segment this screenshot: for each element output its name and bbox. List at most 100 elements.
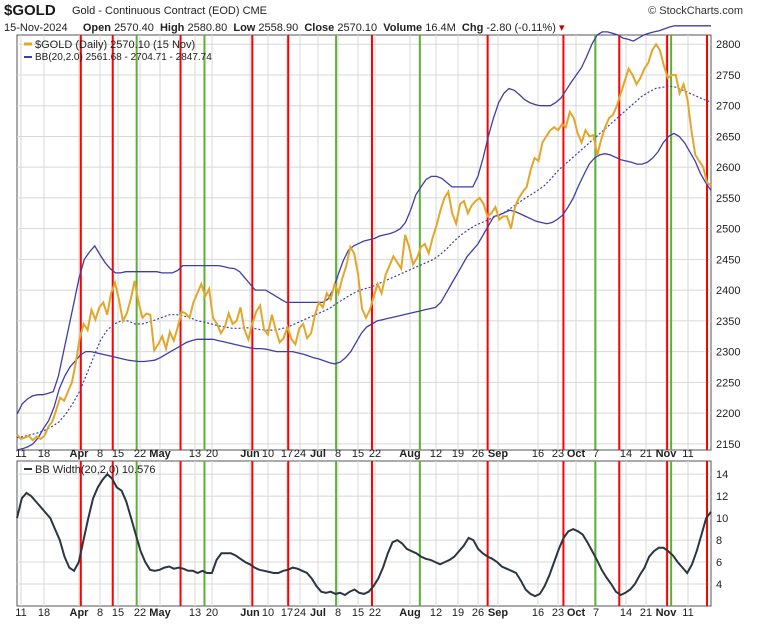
x-axis-tick-label-lower: 14 (620, 607, 632, 619)
x-axis-tick-label: 14 (620, 448, 632, 460)
bb-legend-text: BB(20,2.0) 2561.68 - 2704.71 - 2847.74 (35, 52, 212, 63)
width-axis-tick-label: 10 (716, 513, 728, 525)
high-label: High (159, 22, 185, 34)
chart-header: $GOLD Gold - Continuous Contract (EOD) C… (0, 0, 765, 42)
x-axis-tick-label-lower: 21 (640, 607, 652, 619)
close-value: 2570.10 (337, 22, 378, 34)
x-axis-tick-label-lower: Aug (399, 607, 420, 619)
low-label: Low (233, 22, 256, 34)
x-axis-tick-label: 22 (369, 448, 381, 460)
x-axis-tick-label: 26 (472, 448, 484, 460)
x-axis-tick-label-lower: Nov (656, 607, 678, 619)
price-axis-tick-label: 2350 (716, 316, 740, 328)
bb-upper-line (16, 25, 711, 415)
x-axis-tick-label: 18 (38, 448, 50, 460)
x-axis-tick-label-lower: Sep (488, 607, 508, 619)
high-value: 2580.80 (187, 22, 228, 34)
company-text: Gold - Continuous Contract (EOD) (72, 5, 240, 17)
width-axis-tick-label: 12 (716, 491, 728, 503)
price-axis-tick-label: 2550 (716, 193, 740, 205)
gold-price-line (16, 42, 712, 442)
x-axis-tick-label-lower: 17 (281, 607, 293, 619)
x-axis-tick-label-lower: 8 (97, 607, 103, 619)
width-legend-text: BB Width(20,2.0) 10.576 (35, 464, 155, 476)
price-axis-tick-label: 2750 (716, 70, 740, 82)
x-axis-tick-label-lower: Apr (70, 607, 90, 619)
width-legend: BB Width(20,2.0) 10.576 (24, 464, 155, 476)
price-axis-tick-label: 2800 (716, 39, 740, 51)
width-axis-tick-label: 6 (716, 557, 722, 569)
x-axis-tick-label: 15 (112, 448, 124, 460)
x-axis-tick-label: Apr (70, 448, 90, 460)
width-axis-tick-label: 8 (716, 535, 722, 547)
width-axis-tick-label: 4 (716, 579, 722, 591)
x-axis-tick-label-lower: 26 (472, 607, 484, 619)
x-axis-tick-label: Oct (567, 448, 586, 460)
chg-label: Chg (461, 22, 484, 34)
width-axis-tick-label: 14 (716, 469, 728, 481)
x-axis-tick-label: Nov (656, 448, 678, 460)
x-axis-tick-label-lower: May (149, 607, 171, 619)
x-axis-tick-label-lower: 7 (593, 607, 599, 619)
volume-value: 16.4M (425, 22, 456, 34)
bb-lower-line (16, 132, 712, 451)
symbol-title: $GOLD (4, 2, 56, 19)
chg-value: -2.80 (-0.11%) (486, 22, 556, 34)
price-axis-tick-label: 2450 (716, 254, 740, 266)
price-axis-tick-label: 2200 (716, 408, 740, 420)
x-axis-tick-label: Jun (240, 448, 260, 460)
price-panel-background (16, 34, 712, 451)
exchange-text: CME (242, 5, 268, 17)
x-axis-tick-label: 7 (593, 448, 599, 460)
x-axis-tick-label: Sep (488, 448, 508, 460)
x-axis-tick-label: Aug (399, 448, 420, 460)
date-text: 15-Nov-2024 (4, 22, 68, 34)
x-axis-tick-label-lower: 11 (15, 607, 26, 619)
x-axis-tick-label-lower: 22 (369, 607, 381, 619)
x-axis-tick-label: 13 (189, 448, 201, 460)
x-axis-tick-label: 15 (352, 448, 364, 460)
x-axis-tick-label-lower: 18 (38, 607, 50, 619)
price-legend: $GOLD (Daily) 2570.10 (15 Nov)BB(20,2.0)… (24, 39, 212, 63)
x-axis-tick-label: 8 (335, 448, 341, 460)
x-axis-tick-label-lower: 8 (335, 607, 341, 619)
x-axis-tick-label: 12 (430, 448, 442, 460)
price-axis-tick-label: 2700 (716, 101, 740, 113)
volume-label: Volume (383, 22, 423, 34)
x-axis-tick-label-lower: 19 (452, 607, 464, 619)
x-axis-tick-label: 11 (682, 448, 693, 460)
x-axis-tick-label-lower: 24 (294, 607, 306, 619)
price-axis-tick-label: 2250 (716, 377, 740, 389)
brand-credit: © StockCharts.com (648, 5, 743, 17)
x-axis-tick-label: 23 (552, 448, 564, 460)
series-layer (16, 25, 712, 598)
x-axis-tick-label: 10 (262, 448, 274, 460)
close-label: Close (304, 22, 335, 34)
x-axis-tick-label-lower: Jun (240, 607, 260, 619)
price-axis-tick-label: 2500 (716, 224, 740, 236)
ohlc-line: 15-Nov-2024 Open 2570.40 High 2580.80 Lo… (4, 21, 564, 34)
x-axis-tick-label-lower: 15 (352, 607, 364, 619)
price-legend-text: $GOLD (Daily) 2570.10 (15 Nov) (35, 39, 195, 51)
x-axis-tick-label-lower: 13 (189, 607, 201, 619)
x-axis-tick-label-lower: 20 (206, 607, 218, 619)
bb-width-line (16, 472, 712, 598)
open-value: 2570.40 (114, 22, 154, 34)
x-axis-tick-label-lower: 16 (532, 607, 544, 619)
x-axis-tick-label: May (149, 448, 171, 460)
labels-layer: 2150 2200 2250 2300 2350 2400 2450 2500 2550 2600… (15, 39, 740, 619)
x-axis-tick-label: 19 (452, 448, 464, 460)
x-axis-tick-label: 22 (134, 448, 146, 460)
event-lines-layer (79, 35, 709, 606)
x-axis-tick-label: 21 (640, 448, 652, 460)
x-axis-tick-label-lower: 22 (134, 607, 146, 619)
x-axis-tick-label: 8 (97, 448, 103, 460)
x-axis-tick-label: 17 (281, 448, 293, 460)
x-axis-tick-label: 16 (532, 448, 544, 460)
x-axis-tick-label-lower: Jul (310, 607, 326, 619)
x-axis-tick-label: 11 (15, 448, 26, 460)
x-axis-tick-label: 20 (206, 448, 218, 460)
x-axis-tick-label: 24 (294, 448, 306, 460)
open-label: Open (82, 22, 111, 34)
low-value: 2558.90 (258, 22, 299, 34)
